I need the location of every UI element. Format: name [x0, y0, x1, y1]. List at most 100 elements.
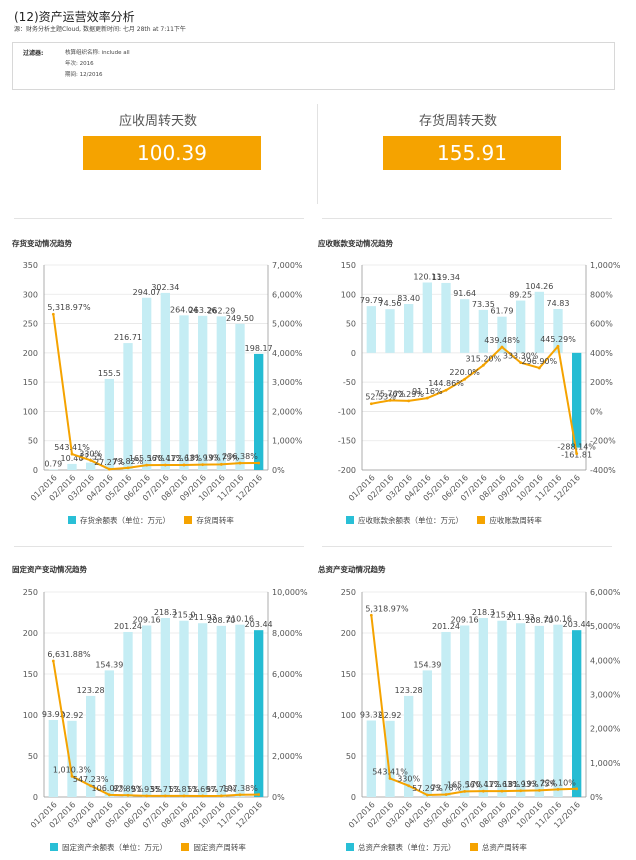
line-value-label: 52.53% [365, 393, 396, 402]
receivable-chart: -200 -150 -100 -50 0 50 100 150 -400% -200% 0% 200%… [338, 261, 621, 503]
line-value-label: 170.41% [148, 454, 184, 463]
inventory-chart-title: 存货变动情况趋势 [12, 239, 72, 248]
bar [123, 343, 133, 470]
bar-value-label: 210.16 [544, 615, 572, 624]
bar [516, 300, 526, 353]
y2-tick-label: 4,000% [272, 349, 303, 358]
line-point [145, 463, 149, 467]
line-value-label: 220.0% [449, 368, 480, 377]
bar-value-label: 198.17 [245, 344, 273, 353]
line-value-label: 330% [397, 775, 420, 784]
legend-swatch-bar [346, 843, 354, 851]
y2-tick-label: 2,000% [590, 725, 621, 734]
line-value-label: 547.23% [73, 775, 109, 784]
line-value-label: 333.30% [503, 352, 539, 361]
bar-value-label: 120.13 [413, 272, 441, 281]
line-value-label: 181.93% [503, 780, 539, 789]
bar [235, 624, 245, 797]
bar-value-label: 79.79 [360, 296, 383, 305]
y2-tick-label: 400% [590, 349, 613, 358]
bar-value-label: 209.16 [451, 615, 479, 624]
bar [366, 306, 376, 353]
legend-item[interactable]: 应收账款周转率 [477, 516, 542, 525]
bar [160, 617, 170, 797]
line-point [407, 399, 411, 403]
bar-value-label: 91.64 [453, 289, 476, 298]
bar [497, 620, 507, 797]
bar [441, 631, 451, 797]
legend-swatch-bar [346, 516, 354, 524]
bar [534, 291, 544, 353]
line-point [163, 463, 167, 467]
bar [235, 323, 245, 470]
legend-item[interactable]: 总资产周转率 [469, 843, 527, 852]
y2-tick-label: -400% [590, 466, 616, 475]
bar-value-label: 74.83 [547, 299, 570, 308]
line-value-label: 75.76% [375, 389, 406, 398]
y-tick-label: 300 [23, 290, 38, 299]
y-tick-label: 0 [351, 349, 356, 358]
legend-label: 总资产周转率 [481, 843, 527, 852]
bar [460, 299, 470, 353]
legend-item[interactable]: 固定资产周转率 [181, 843, 246, 852]
y-tick-label: 50 [28, 752, 38, 761]
bar-value-label: 123.28 [77, 686, 105, 695]
legend-item[interactable]: 存货余额表（单位：万元） [68, 516, 170, 525]
bar [104, 378, 114, 470]
y2-tick-label: 3,000% [272, 378, 303, 387]
line-point [201, 463, 205, 467]
line-point [425, 793, 429, 797]
bar [67, 463, 77, 470]
line-point [481, 789, 485, 793]
legend-swatch-bar [68, 516, 76, 524]
y2-tick-label: 800% [590, 290, 613, 299]
legend-swatch-bar [50, 843, 58, 851]
inventory-legend: 存货余额表（单位：万元） 存货周转率 [68, 515, 246, 526]
legend-label: 存货余额表（单位：万元） [80, 516, 170, 525]
legend-item[interactable]: 应收账款余额表（单位：万元） [346, 516, 463, 525]
bar-value-label: 249.50 [226, 314, 254, 323]
bar-value-label: 73.35 [472, 300, 495, 309]
line-value-label: 72.29% [393, 390, 424, 399]
line-point [425, 396, 429, 400]
total-asset-chart: 0 50 100 150 200 250 0% 1,000% 2,000% 3,000% 4,000… [341, 588, 621, 830]
bar-value-label: -161.81 [561, 451, 592, 460]
line-point [126, 466, 130, 470]
bar [460, 625, 470, 797]
bar [478, 617, 488, 797]
legend-item[interactable]: 总资产余额表（单位：万元） [346, 843, 456, 852]
bar-value-label: 89.25 [509, 291, 532, 300]
y2-tick-label: 2,000% [272, 407, 303, 416]
legend-swatch-line [477, 516, 486, 524]
line-value-label: 1,010.3% [53, 765, 92, 774]
bar-value-label: 203.44 [245, 620, 273, 629]
bar-value-label: 216.71 [114, 333, 142, 342]
legend-label: 应收账款周转率 [489, 516, 542, 525]
line-point [537, 788, 541, 792]
bar [48, 719, 58, 797]
divider-line [14, 218, 304, 219]
bar-value-label: 262.29 [207, 306, 235, 315]
line-value-label: 27.27% [94, 458, 125, 467]
legend-item[interactable]: 固定资产余额表（单位：万元） [50, 843, 167, 852]
y-tick-label: 200 [23, 629, 38, 638]
line-point [257, 461, 261, 465]
legend-item[interactable]: 存货周转率 [184, 516, 234, 525]
line-point [463, 789, 467, 793]
line-value-label: 172.63% [166, 454, 202, 463]
y2-tick-label: 0% [590, 793, 603, 802]
legend-label: 总资产余额表（单位：万元） [358, 843, 456, 852]
line-value-label: 165.56% [447, 780, 483, 789]
page-title: (12)资产运营效率分析 [14, 10, 135, 24]
bar-value-label: 10.40 [61, 454, 84, 463]
line-value-label: 439.48% [484, 336, 520, 345]
line-series [52, 314, 259, 471]
bar-value-label: 123.28 [395, 686, 423, 695]
line-point [519, 789, 523, 793]
line-point [219, 462, 223, 466]
line-value-label: 330% [79, 449, 102, 458]
y-tick-label: -100 [338, 407, 356, 416]
fixed-asset-chart-title: 固定资产变动情况趋势 [12, 565, 87, 574]
y-tick-label: 50 [28, 437, 38, 446]
bar-value-label: 211.93 [507, 613, 535, 622]
